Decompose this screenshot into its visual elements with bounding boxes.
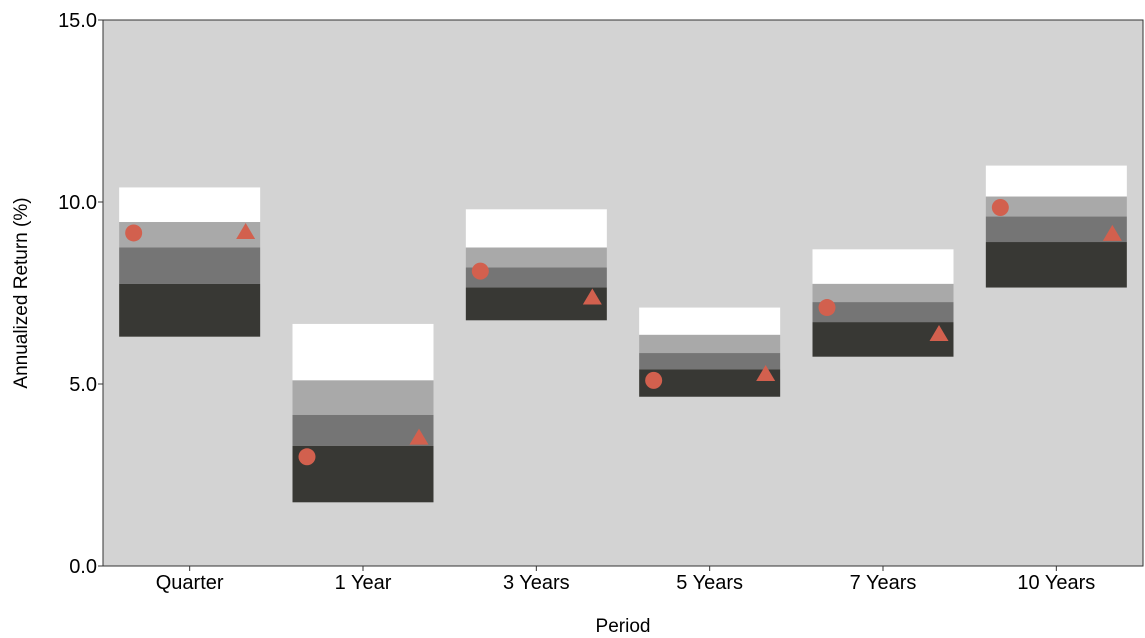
y-tick-label: 15.0	[58, 10, 97, 32]
triangle-marker	[1102, 224, 1122, 241]
x-tick-label: 7 Years	[850, 572, 917, 594]
x-tick-label: 10 Years	[1017, 572, 1095, 594]
range-bar-band-50-25	[119, 247, 261, 284]
range-bar-band-75-50	[812, 283, 954, 303]
range-bar-band-95-75	[639, 307, 781, 335]
circle-marker	[991, 198, 1009, 216]
triangle-marker	[929, 324, 949, 341]
range-bar-band-50-25	[639, 353, 781, 370]
range-bar-band-25-5	[119, 283, 261, 337]
triangle-marker	[582, 288, 602, 305]
range-bar-band-95-75	[812, 249, 954, 284]
range-bar-band-25-5	[985, 242, 1127, 288]
range-bar-band-75-50	[292, 380, 434, 415]
x-tick-label: 3 Years	[503, 572, 570, 594]
y-axis-title: Annualized Return (%)	[11, 197, 32, 388]
plot-area	[103, 20, 1143, 566]
circle-marker	[471, 262, 489, 280]
triangle-marker	[409, 428, 429, 445]
x-tick-label: 1 Year	[335, 572, 392, 594]
triangle-marker	[756, 364, 776, 381]
circle-marker	[298, 448, 316, 466]
y-tick-label: 10.0	[58, 192, 97, 214]
range-bar-band-95-75	[292, 323, 434, 381]
x-tick-label: Quarter	[156, 572, 224, 594]
range-bar-band-25-5	[812, 322, 954, 357]
range-bar-band-50-25	[292, 414, 434, 446]
range-bar-band-50-25	[465, 267, 607, 288]
circle-marker	[818, 299, 836, 317]
x-tick-label: 5 Years	[676, 572, 743, 594]
range-bar-band-25-5	[292, 445, 434, 503]
triangle-marker	[236, 223, 256, 240]
plot-frame	[102, 19, 1144, 567]
y-tick-label: 0.0	[69, 556, 97, 578]
circle-marker	[645, 371, 663, 389]
range-bar-band-75-50	[119, 222, 261, 248]
range-bar-band-25-5	[639, 369, 781, 397]
range-bar-band-50-25	[812, 302, 954, 323]
range-bar-band-95-75	[465, 209, 607, 248]
y-tick-label: 5.0	[69, 374, 97, 396]
range-bar-band-95-75	[119, 187, 261, 223]
circle-marker	[125, 224, 143, 242]
x-axis-title: Period	[596, 616, 651, 637]
range-bar-band-50-25	[985, 216, 1127, 243]
range-bar-band-95-75	[985, 165, 1127, 197]
range-bar-band-75-50	[985, 196, 1127, 217]
range-bar-band-75-50	[465, 247, 607, 268]
range-bar-band-75-50	[639, 334, 781, 354]
